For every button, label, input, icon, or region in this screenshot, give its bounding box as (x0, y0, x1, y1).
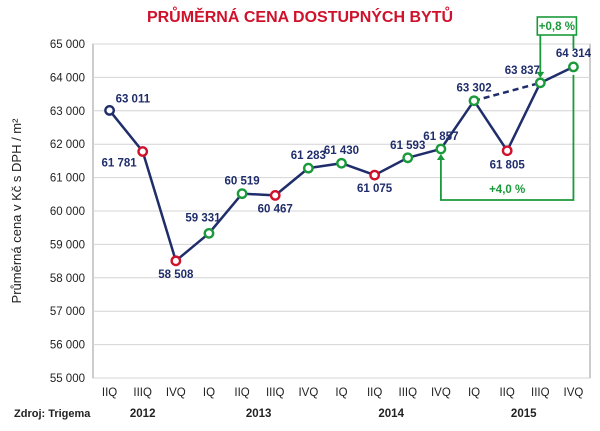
data-point (137, 146, 149, 157)
series-segment (274, 167, 310, 197)
data-label: 61 857 (423, 131, 458, 143)
y-axis-title: Průměrná cena v Kč s DPH / m² (9, 118, 24, 304)
data-point (534, 77, 546, 89)
year-label: 2014 (378, 408, 404, 420)
y-tick-label: 63 000 (50, 106, 85, 118)
data-label: 63 837 (505, 65, 540, 77)
year-label: 2012 (130, 408, 156, 420)
chart-title: PRŮMĚRNÁ CENA DOSTUPNÝCH BYTŮ (147, 6, 453, 26)
series-segment (439, 100, 476, 150)
data-label: 61 075 (357, 183, 393, 195)
data-point (468, 95, 480, 107)
series-segment (175, 232, 210, 262)
data-label: 61 430 (324, 145, 359, 157)
x-tick-label: IVQ (298, 387, 318, 399)
series-segment (374, 156, 409, 177)
y-tick-label: 65 000 (50, 39, 85, 51)
plot-area: 55 000 56 000 57 000 58 000 59 000 60 000 61 0… (9, 16, 592, 420)
data-point (336, 157, 347, 169)
data-point (170, 255, 182, 267)
series-segment (506, 82, 542, 152)
series-segment (208, 192, 244, 235)
annotation-arrowhead-small (536, 71, 545, 78)
data-label: 63 011 (116, 93, 151, 105)
annotation-label-large: +4,0 % (489, 184, 525, 196)
x-tick-label: IIIQ (399, 387, 418, 399)
data-label: 64 314 (556, 48, 592, 60)
x-tick-label: IVQ (431, 387, 451, 399)
data-point (302, 162, 314, 174)
x-tick-label: IQ (335, 387, 347, 399)
data-point (269, 190, 281, 201)
data-point (369, 169, 381, 181)
x-tick-label: IIIQ (531, 387, 550, 399)
x-tick-label: IVQ (564, 387, 584, 399)
y-tick-label: 61 000 (50, 173, 85, 185)
dashed-trend-segment (473, 81, 541, 102)
data-label: 60 467 (258, 203, 293, 215)
data-point (501, 145, 513, 157)
data-point (402, 152, 414, 164)
data-point (104, 105, 115, 116)
series-segment (108, 109, 144, 153)
data-label: 61 781 (102, 158, 138, 170)
data-label: 61 593 (390, 140, 425, 152)
data-label: 60 519 (225, 176, 260, 188)
x-tick-label: IIQ (234, 387, 249, 399)
series-segment (341, 162, 376, 177)
x-tick-label: IIQ (367, 387, 382, 399)
y-tick-label: 55 000 (50, 373, 85, 385)
year-label: 2015 (511, 408, 537, 420)
y-tick-label: 57 000 (50, 306, 85, 318)
y-tick-label: 58 000 (50, 273, 85, 285)
series-segment (242, 192, 276, 197)
series-segment (308, 162, 342, 170)
data-label: 63 302 (456, 83, 491, 95)
annotation-box-small (536, 16, 578, 36)
annotation-bracket-large (440, 74, 575, 201)
data-point (435, 143, 447, 155)
data-point (236, 188, 248, 200)
x-tick-label: IQ (203, 387, 215, 399)
y-tick-label: 56 000 (50, 340, 85, 352)
series-segment (539, 65, 574, 84)
data-label: 58 508 (158, 269, 194, 281)
annotation-arrowhead-large (436, 153, 445, 160)
year-label: 2013 (246, 408, 272, 420)
data-point (203, 227, 215, 239)
x-tick-label: IQ (468, 387, 480, 399)
data-label: 61 805 (490, 160, 526, 172)
y-tick-label: 62 000 (50, 139, 85, 151)
x-tick-label: IIIQ (266, 387, 285, 399)
series-segment (141, 151, 178, 262)
y-tick-label: 60 000 (50, 206, 85, 218)
x-tick-label: IIQ (102, 387, 117, 399)
data-point (568, 61, 579, 73)
data-label: 59 331 (185, 212, 221, 224)
x-tick-label: IIQ (499, 387, 514, 399)
y-tick-label: 59 000 (50, 239, 85, 251)
y-tick-label: 64 000 (50, 72, 85, 84)
series-segment (407, 147, 442, 160)
x-tick-label: IVQ (166, 387, 186, 399)
annotation-label-small: +0,8 % (539, 21, 575, 33)
source-label: Zdroj: Trigema (14, 408, 91, 420)
series-segment (472, 100, 509, 152)
data-label: 61 283 (291, 150, 326, 162)
x-tick-label: IIIQ (133, 387, 152, 399)
